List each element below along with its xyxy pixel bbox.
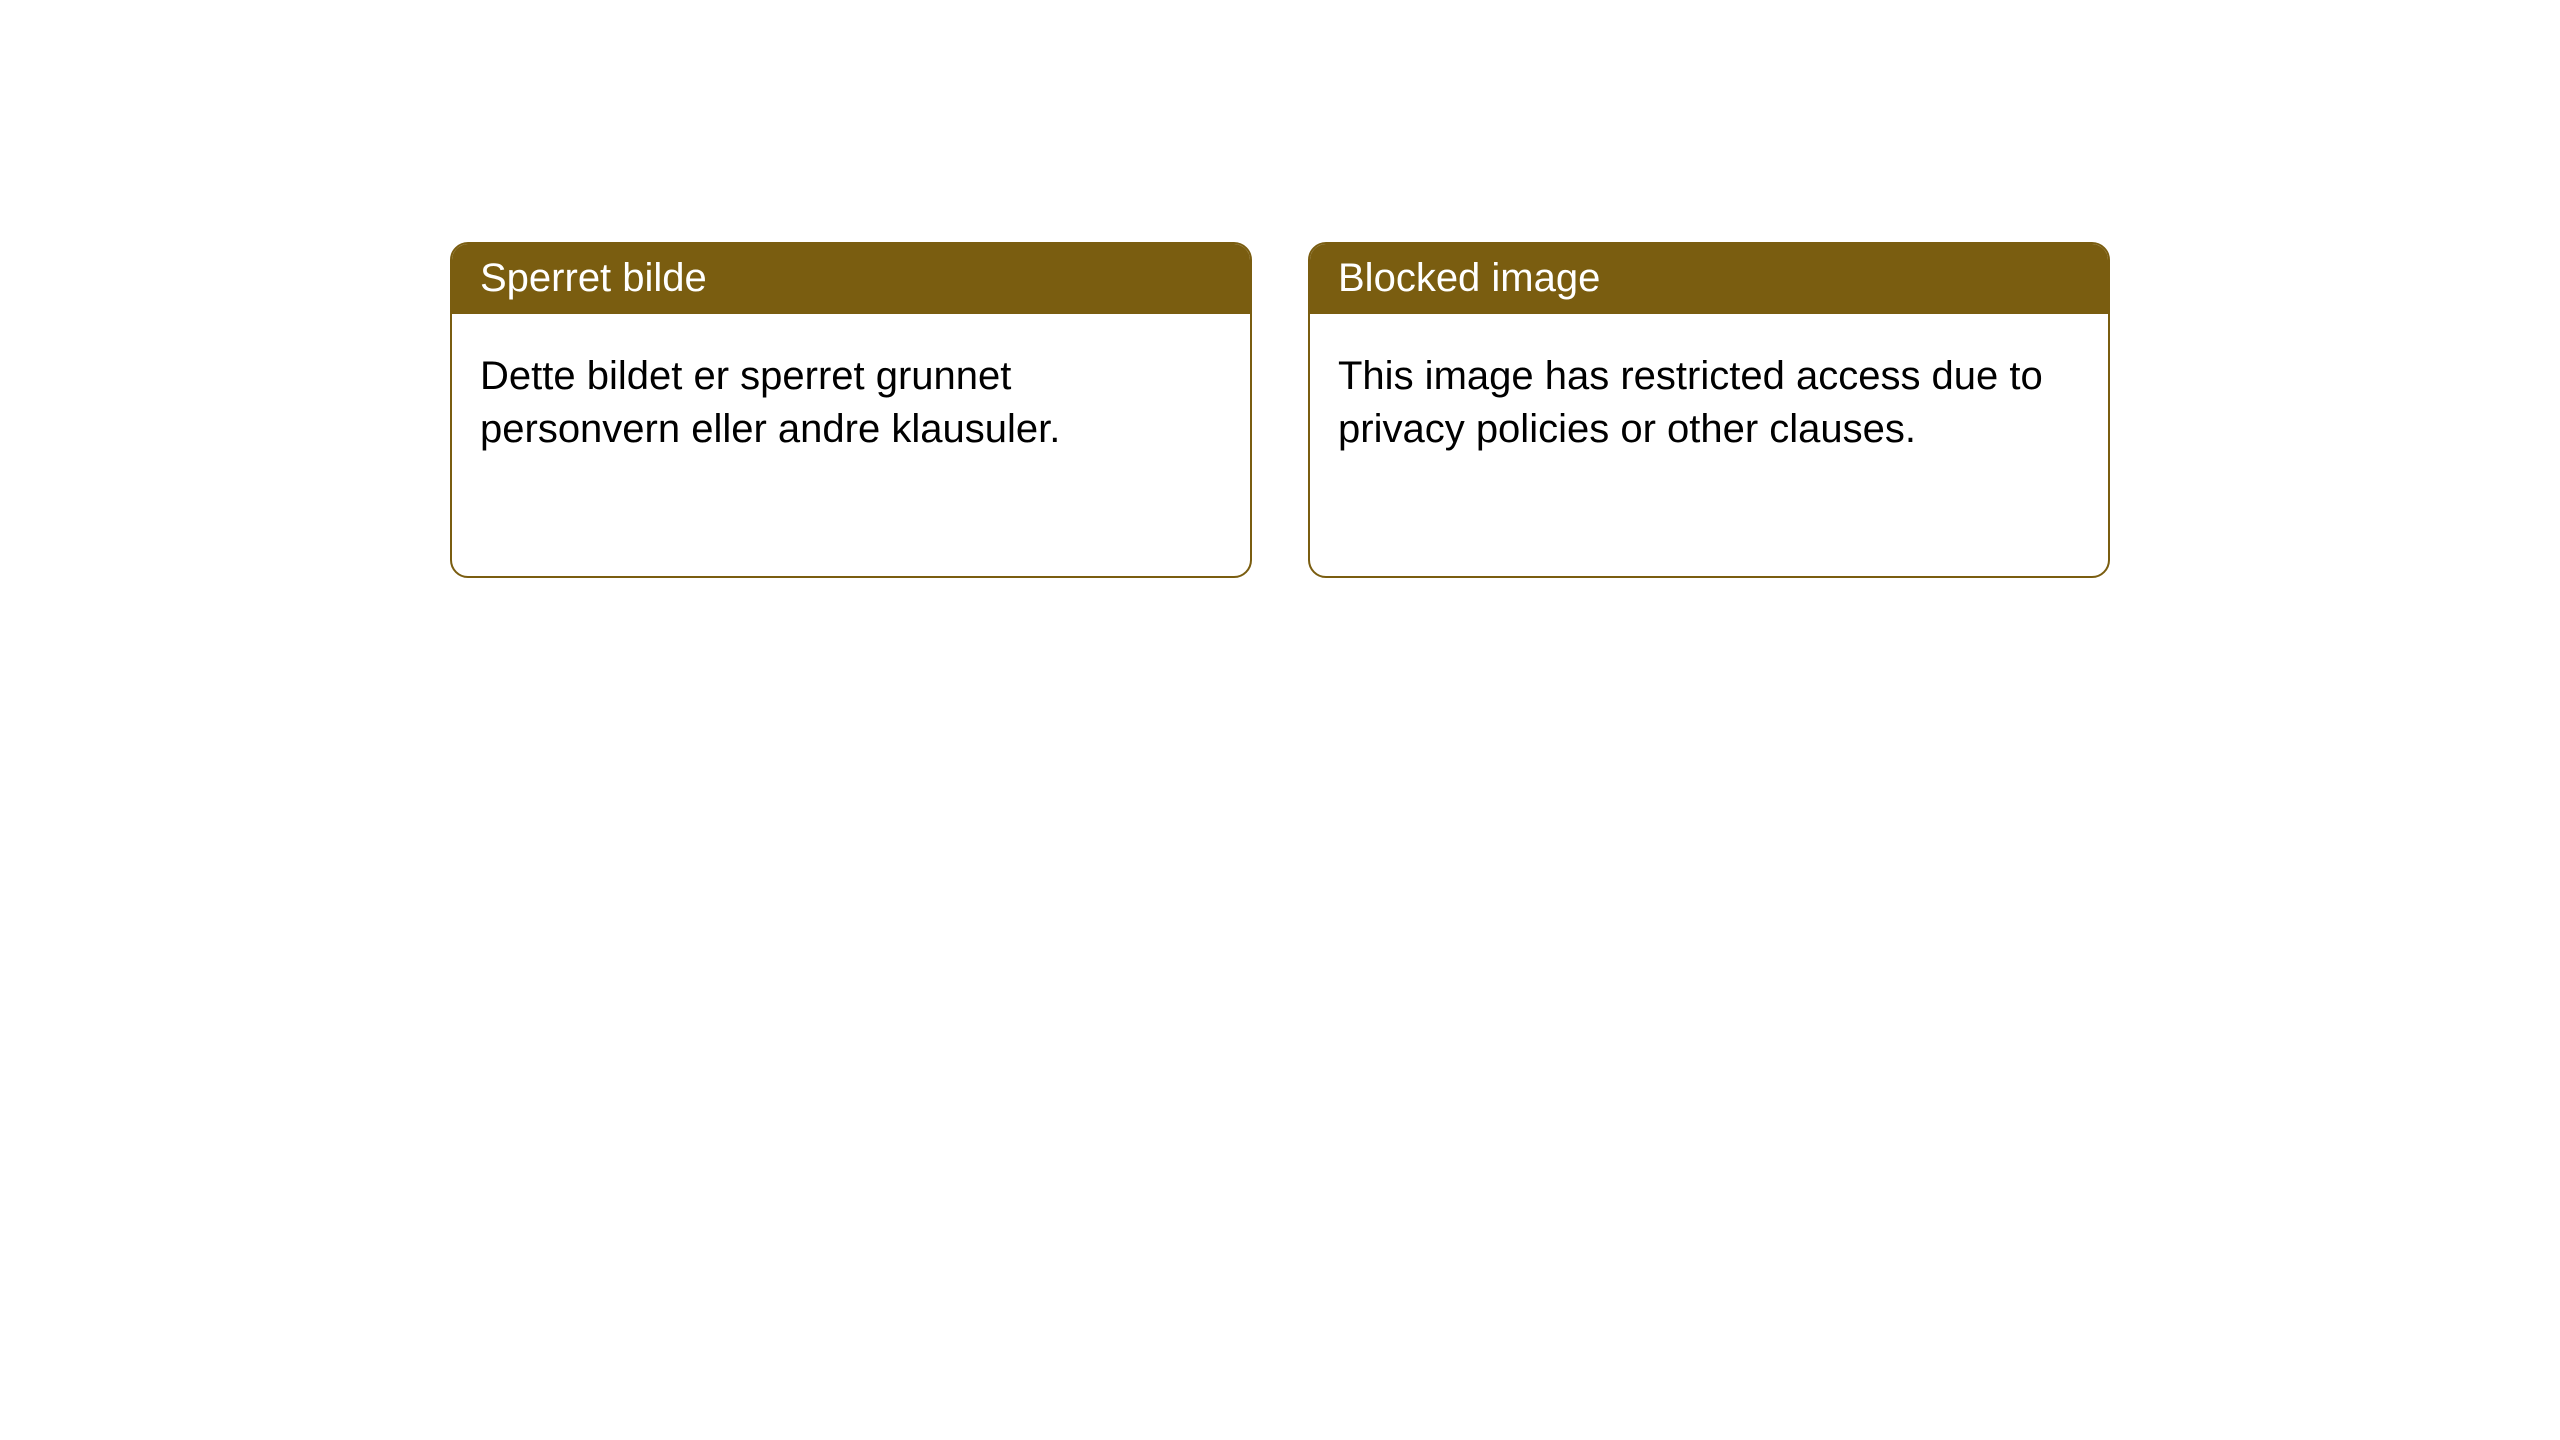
notice-body: This image has restricted access due to … [1310, 314, 2108, 492]
notice-container: Sperret bilde Dette bildet er sperret gr… [0, 0, 2560, 578]
notice-card-norwegian: Sperret bilde Dette bildet er sperret gr… [450, 242, 1252, 578]
notice-card-english: Blocked image This image has restricted … [1308, 242, 2110, 578]
notice-title: Blocked image [1310, 244, 2108, 314]
notice-title: Sperret bilde [452, 244, 1250, 314]
notice-body: Dette bildet er sperret grunnet personve… [452, 314, 1250, 492]
